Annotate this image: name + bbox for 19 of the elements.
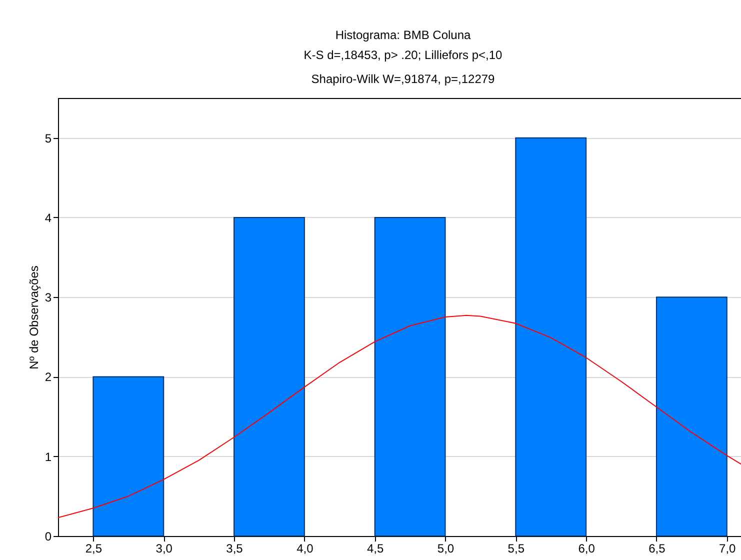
chart-subtitle: K-S d=,18453, p> .20; Lilliefors p<,10 Shapiro-Wilk W=,91874, p=,12279: [304, 48, 503, 86]
x-tick-label: 4,0: [296, 542, 314, 556]
x-tick-label: 6,0: [578, 542, 596, 556]
x-tick-label: 5,0: [437, 542, 454, 556]
y-tick-label: 1: [44, 450, 52, 464]
y-tick-label: 3: [44, 290, 52, 305]
x-tick-label: 2,5: [85, 542, 102, 556]
x-tick-label: 4,5: [366, 542, 384, 556]
x-tick-label: 3,0: [156, 542, 173, 556]
y-tick-label: 4: [44, 210, 52, 225]
x-tick-label: 7,0: [719, 542, 736, 556]
x-tick-label: 3,5: [226, 542, 244, 556]
y-tick-label: 0: [44, 530, 52, 544]
y-tick-label: 2: [44, 370, 52, 384]
y-axis-title: Nº de Observações: [26, 266, 41, 370]
x-tick-label: 5,5: [508, 542, 525, 556]
chart-title: Histograma: BMB Coluna: [335, 28, 472, 42]
x-tick-label: 6,5: [648, 542, 666, 556]
y-tick-label: 5: [44, 131, 52, 146]
